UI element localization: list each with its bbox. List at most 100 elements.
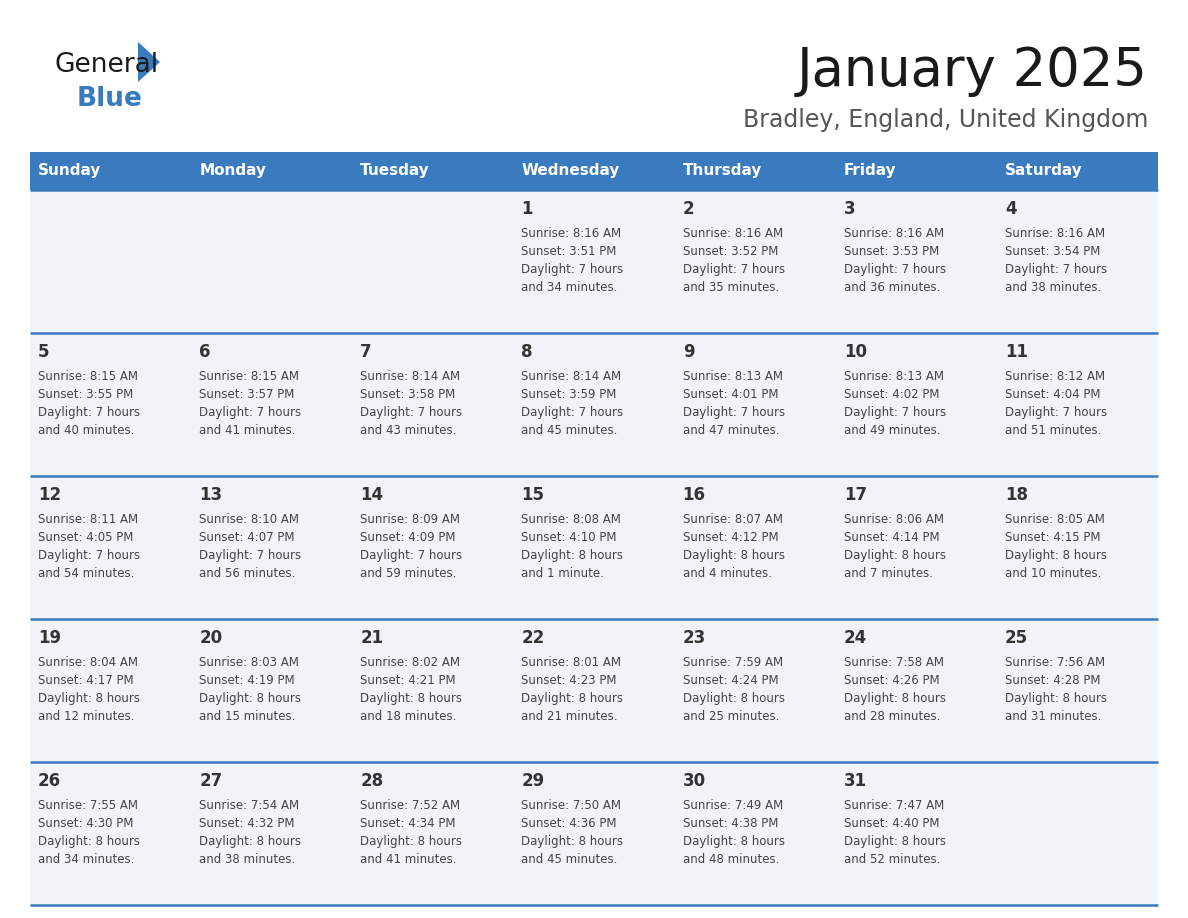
Bar [30, 476, 191, 619]
Bar [835, 762, 997, 905]
Text: 29: 29 [522, 772, 545, 790]
Text: Thursday: Thursday [683, 163, 762, 178]
Bar [30, 333, 191, 476]
Bar [675, 152, 835, 190]
Text: 5: 5 [38, 343, 50, 361]
Text: 27: 27 [200, 772, 222, 790]
Text: Bradley, England, United Kingdom: Bradley, England, United Kingdom [742, 108, 1148, 132]
Text: Sunrise: 7:49 AM
Sunset: 4:38 PM
Daylight: 8 hours
and 48 minutes.: Sunrise: 7:49 AM Sunset: 4:38 PM Dayligh… [683, 800, 784, 867]
Bar [30, 152, 191, 190]
Text: 4: 4 [1005, 200, 1017, 218]
Bar [997, 476, 1158, 619]
Text: Sunrise: 8:16 AM
Sunset: 3:54 PM
Daylight: 7 hours
and 38 minutes.: Sunrise: 8:16 AM Sunset: 3:54 PM Dayligh… [1005, 227, 1107, 294]
Text: Sunday: Sunday [38, 163, 101, 178]
Text: 20: 20 [200, 629, 222, 647]
Bar [513, 333, 675, 476]
Text: Sunrise: 8:08 AM
Sunset: 4:10 PM
Daylight: 8 hours
and 1 minute.: Sunrise: 8:08 AM Sunset: 4:10 PM Dayligh… [522, 513, 624, 580]
Text: Sunrise: 8:03 AM
Sunset: 4:19 PM
Daylight: 8 hours
and 15 minutes.: Sunrise: 8:03 AM Sunset: 4:19 PM Dayligh… [200, 656, 302, 723]
Text: Sunrise: 7:47 AM
Sunset: 4:40 PM
Daylight: 8 hours
and 52 minutes.: Sunrise: 7:47 AM Sunset: 4:40 PM Dayligh… [843, 800, 946, 867]
Text: 12: 12 [38, 486, 62, 504]
Text: Sunrise: 8:13 AM
Sunset: 4:01 PM
Daylight: 7 hours
and 47 minutes.: Sunrise: 8:13 AM Sunset: 4:01 PM Dayligh… [683, 370, 785, 437]
Text: 15: 15 [522, 486, 544, 504]
Text: Sunrise: 7:52 AM
Sunset: 4:34 PM
Daylight: 8 hours
and 41 minutes.: Sunrise: 7:52 AM Sunset: 4:34 PM Dayligh… [360, 800, 462, 867]
Bar [30, 190, 191, 333]
Text: 3: 3 [843, 200, 855, 218]
Text: Sunrise: 8:12 AM
Sunset: 4:04 PM
Daylight: 7 hours
and 51 minutes.: Sunrise: 8:12 AM Sunset: 4:04 PM Dayligh… [1005, 370, 1107, 437]
Text: Sunrise: 7:55 AM
Sunset: 4:30 PM
Daylight: 8 hours
and 34 minutes.: Sunrise: 7:55 AM Sunset: 4:30 PM Dayligh… [38, 800, 140, 867]
Bar [675, 190, 835, 333]
Bar [353, 152, 513, 190]
Text: Sunrise: 8:14 AM
Sunset: 3:58 PM
Daylight: 7 hours
and 43 minutes.: Sunrise: 8:14 AM Sunset: 3:58 PM Dayligh… [360, 370, 462, 437]
Text: 7: 7 [360, 343, 372, 361]
Text: Tuesday: Tuesday [360, 163, 430, 178]
Bar [513, 152, 675, 190]
Bar [997, 619, 1158, 762]
Bar [353, 762, 513, 905]
Text: 14: 14 [360, 486, 384, 504]
Text: Wednesday: Wednesday [522, 163, 620, 178]
Text: 31: 31 [843, 772, 867, 790]
Text: 25: 25 [1005, 629, 1028, 647]
Text: 10: 10 [843, 343, 867, 361]
Polygon shape [138, 42, 160, 82]
Text: 28: 28 [360, 772, 384, 790]
Text: Monday: Monday [200, 163, 266, 178]
Bar [30, 619, 191, 762]
Bar [353, 190, 513, 333]
Text: 26: 26 [38, 772, 62, 790]
Text: 19: 19 [38, 629, 62, 647]
Bar [191, 476, 353, 619]
Text: Sunrise: 8:15 AM
Sunset: 3:57 PM
Daylight: 7 hours
and 41 minutes.: Sunrise: 8:15 AM Sunset: 3:57 PM Dayligh… [200, 370, 302, 437]
Bar [513, 619, 675, 762]
Bar [997, 762, 1158, 905]
Text: 16: 16 [683, 486, 706, 504]
Text: Sunrise: 8:01 AM
Sunset: 4:23 PM
Daylight: 8 hours
and 21 minutes.: Sunrise: 8:01 AM Sunset: 4:23 PM Dayligh… [522, 656, 624, 723]
Text: Sunrise: 8:16 AM
Sunset: 3:51 PM
Daylight: 7 hours
and 34 minutes.: Sunrise: 8:16 AM Sunset: 3:51 PM Dayligh… [522, 227, 624, 294]
Bar [513, 190, 675, 333]
Text: Sunrise: 7:58 AM
Sunset: 4:26 PM
Daylight: 8 hours
and 28 minutes.: Sunrise: 7:58 AM Sunset: 4:26 PM Dayligh… [843, 656, 946, 723]
Text: 21: 21 [360, 629, 384, 647]
Text: Sunrise: 7:50 AM
Sunset: 4:36 PM
Daylight: 8 hours
and 45 minutes.: Sunrise: 7:50 AM Sunset: 4:36 PM Dayligh… [522, 800, 624, 867]
Text: 22: 22 [522, 629, 545, 647]
Text: Sunrise: 8:04 AM
Sunset: 4:17 PM
Daylight: 8 hours
and 12 minutes.: Sunrise: 8:04 AM Sunset: 4:17 PM Dayligh… [38, 656, 140, 723]
Text: 24: 24 [843, 629, 867, 647]
Bar [353, 619, 513, 762]
Text: Friday: Friday [843, 163, 897, 178]
Text: Sunrise: 7:56 AM
Sunset: 4:28 PM
Daylight: 8 hours
and 31 minutes.: Sunrise: 7:56 AM Sunset: 4:28 PM Dayligh… [1005, 656, 1107, 723]
Bar [191, 190, 353, 333]
Bar [353, 476, 513, 619]
Text: Blue: Blue [77, 86, 143, 112]
Bar [835, 190, 997, 333]
Text: Sunrise: 8:16 AM
Sunset: 3:53 PM
Daylight: 7 hours
and 36 minutes.: Sunrise: 8:16 AM Sunset: 3:53 PM Dayligh… [843, 227, 946, 294]
Text: 18: 18 [1005, 486, 1028, 504]
Bar [835, 333, 997, 476]
Bar [191, 152, 353, 190]
Bar [191, 619, 353, 762]
Bar [997, 152, 1158, 190]
Text: 11: 11 [1005, 343, 1028, 361]
Bar [191, 333, 353, 476]
Text: Sunrise: 8:07 AM
Sunset: 4:12 PM
Daylight: 8 hours
and 4 minutes.: Sunrise: 8:07 AM Sunset: 4:12 PM Dayligh… [683, 513, 784, 580]
Text: Sunrise: 8:16 AM
Sunset: 3:52 PM
Daylight: 7 hours
and 35 minutes.: Sunrise: 8:16 AM Sunset: 3:52 PM Dayligh… [683, 227, 785, 294]
Text: Sunrise: 8:13 AM
Sunset: 4:02 PM
Daylight: 7 hours
and 49 minutes.: Sunrise: 8:13 AM Sunset: 4:02 PM Dayligh… [843, 370, 946, 437]
Text: Sunrise: 8:02 AM
Sunset: 4:21 PM
Daylight: 8 hours
and 18 minutes.: Sunrise: 8:02 AM Sunset: 4:21 PM Dayligh… [360, 656, 462, 723]
Text: Sunrise: 8:11 AM
Sunset: 4:05 PM
Daylight: 7 hours
and 54 minutes.: Sunrise: 8:11 AM Sunset: 4:05 PM Dayligh… [38, 513, 140, 580]
Bar [997, 190, 1158, 333]
Text: #1a1a1a: #1a1a1a [55, 47, 62, 48]
Text: Sunrise: 8:09 AM
Sunset: 4:09 PM
Daylight: 7 hours
and 59 minutes.: Sunrise: 8:09 AM Sunset: 4:09 PM Dayligh… [360, 513, 462, 580]
Bar [191, 762, 353, 905]
Text: General: General [55, 52, 159, 78]
Bar [675, 333, 835, 476]
Bar [675, 619, 835, 762]
Text: Sunrise: 8:15 AM
Sunset: 3:55 PM
Daylight: 7 hours
and 40 minutes.: Sunrise: 8:15 AM Sunset: 3:55 PM Dayligh… [38, 370, 140, 437]
Text: 30: 30 [683, 772, 706, 790]
Text: Sunrise: 8:06 AM
Sunset: 4:14 PM
Daylight: 8 hours
and 7 minutes.: Sunrise: 8:06 AM Sunset: 4:14 PM Dayligh… [843, 513, 946, 580]
Bar [675, 476, 835, 619]
Bar [835, 619, 997, 762]
Bar [675, 762, 835, 905]
Text: Sunrise: 8:10 AM
Sunset: 4:07 PM
Daylight: 7 hours
and 56 minutes.: Sunrise: 8:10 AM Sunset: 4:07 PM Dayligh… [200, 513, 302, 580]
Bar [835, 476, 997, 619]
Text: 9: 9 [683, 343, 694, 361]
Text: 1: 1 [522, 200, 533, 218]
Text: 6: 6 [200, 343, 210, 361]
